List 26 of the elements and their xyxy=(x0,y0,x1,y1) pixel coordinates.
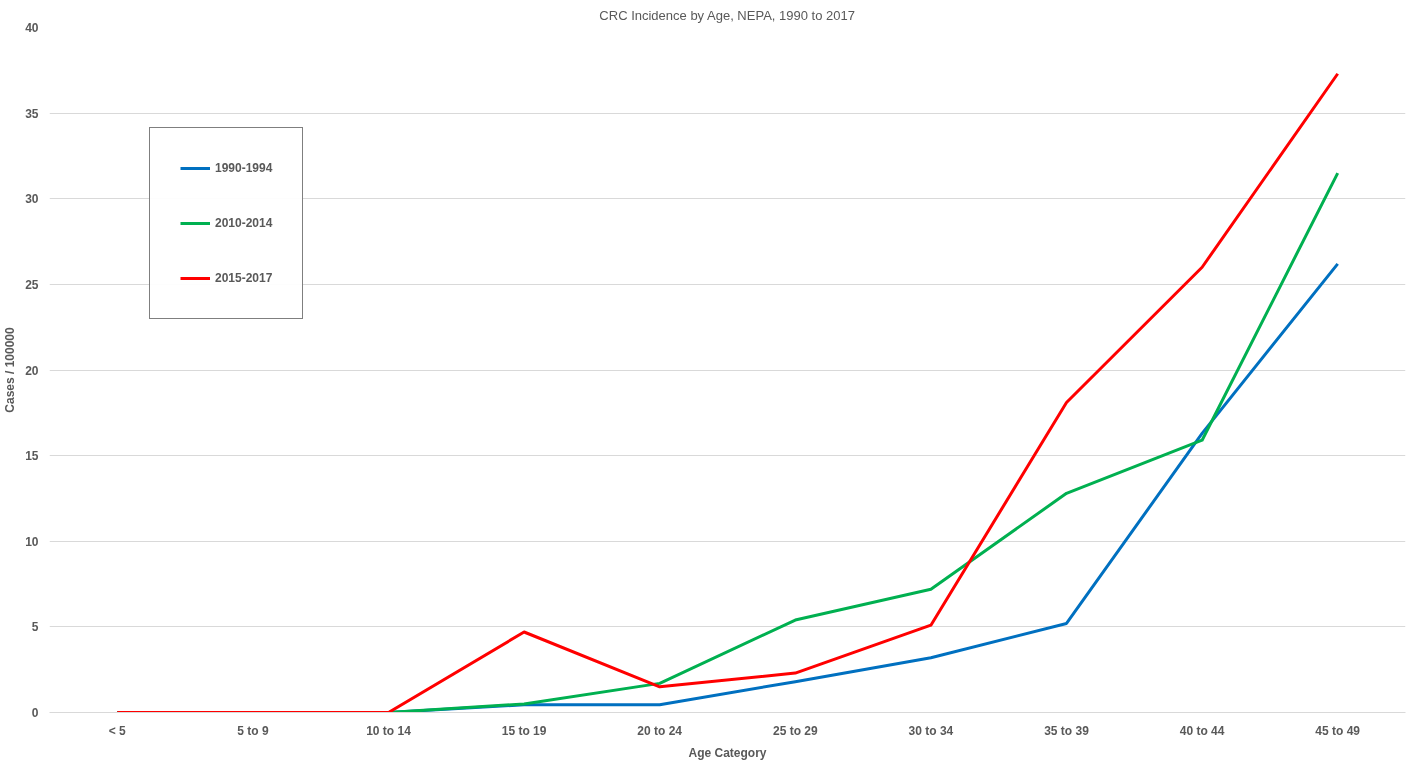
x-tick-label: < 5 xyxy=(108,723,127,738)
y-tick-label: 10 xyxy=(25,534,39,549)
y-tick-label: 30 xyxy=(25,192,39,207)
x-tick-label: 40 to 44 xyxy=(1179,723,1225,738)
x-tick-label: 20 to 24 xyxy=(637,723,683,738)
legend-label: 2010-2014 xyxy=(215,216,273,230)
x-tick-label: 15 to 19 xyxy=(501,723,547,738)
x-axis-title: Age Category xyxy=(688,745,767,760)
x-tick-label: 10 to 14 xyxy=(366,723,412,738)
x-tick-label: 5 to 9 xyxy=(237,723,269,738)
line-series xyxy=(115,72,1340,713)
legend-label: 1990-1994 xyxy=(215,161,273,175)
y-axis-title: Cases / 100000 xyxy=(3,326,18,413)
x-tick-label: 30 to 34 xyxy=(908,723,954,738)
y-tick-label: 20 xyxy=(25,363,39,378)
x-tick-label: 35 to 39 xyxy=(1044,723,1090,738)
y-tick-label: 35 xyxy=(25,106,39,121)
y-tick-label: 40 xyxy=(25,21,39,35)
y-tick-label: 5 xyxy=(31,620,39,635)
x-tick-label: 25 to 29 xyxy=(772,723,818,738)
y-tick-label: 15 xyxy=(25,449,39,464)
y-tick-label: 0 xyxy=(31,706,39,720)
x-tick-label: 45 to 49 xyxy=(1315,723,1361,738)
chart-title: CRC Incidence by Age, NEPA, 1990 to 2017 xyxy=(599,7,855,23)
legend-label: 2015-2017 xyxy=(215,271,273,285)
y-tick-label: 25 xyxy=(25,277,39,292)
